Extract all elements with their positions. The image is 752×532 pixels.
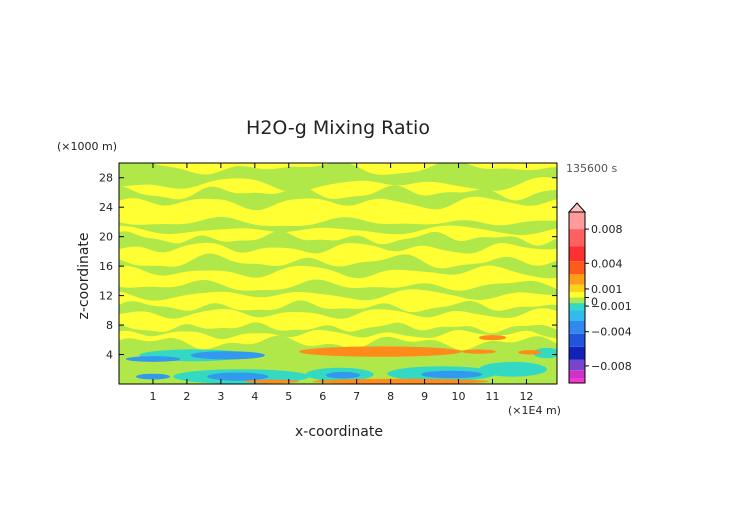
contour-cell xyxy=(244,379,299,384)
x-tick-label: 5 xyxy=(285,390,292,403)
field-bands xyxy=(119,163,557,384)
colorbar-label: 0.008 xyxy=(591,223,623,236)
green-contour-band xyxy=(119,300,557,319)
colorbar-swatch xyxy=(569,310,585,321)
colorbar-swatch xyxy=(569,333,585,347)
green-contour-band xyxy=(119,216,557,236)
colorbar-label: 0.001 xyxy=(591,283,623,296)
x-tick-label: 9 xyxy=(421,390,428,403)
colorbar-swatch xyxy=(569,246,585,262)
colorbar-label: 0.004 xyxy=(591,257,623,270)
x-tick-label: 6 xyxy=(319,390,326,403)
heatmap-field xyxy=(119,163,557,384)
green-contour-band xyxy=(119,185,557,211)
plot-frame xyxy=(118,162,558,385)
x-tick-label: 3 xyxy=(217,390,224,403)
contour-cell xyxy=(136,373,170,380)
colorbar-swatch xyxy=(569,291,585,298)
y-tick-label: 4 xyxy=(106,349,113,362)
x-tick-label: 12 xyxy=(519,390,533,403)
contour-cell xyxy=(517,350,542,355)
y-tick-label: 28 xyxy=(99,172,113,185)
colorbar-swatch xyxy=(569,359,585,371)
x-tick-label: 8 xyxy=(387,390,394,403)
green-contour-band xyxy=(119,322,557,340)
y-axis-label: z-coordinate xyxy=(76,232,92,319)
contour-cell xyxy=(125,356,181,362)
colorbar-swatch xyxy=(569,346,585,360)
y-tick-label: 20 xyxy=(99,231,113,244)
x-tick-label: 10 xyxy=(452,390,466,403)
x-tick-label: 2 xyxy=(183,390,190,403)
chart-title: H2O-g Mixing Ratio xyxy=(246,117,430,139)
x-tick-label: 4 xyxy=(251,390,258,403)
x-axis: 1 2 3 4 5 6 7 8 9 10 11 12 xyxy=(149,163,533,403)
x-unit-label: (×1E4 m) xyxy=(508,404,561,417)
colorbar-label: −0.001 xyxy=(591,300,632,313)
contour-cell xyxy=(190,351,265,360)
colorbar-swatch xyxy=(569,303,585,311)
colorbar-label: −0.004 xyxy=(591,326,632,339)
colorbar-swatch xyxy=(569,370,585,379)
contour-cell xyxy=(326,371,361,379)
colorbar-swatch xyxy=(569,261,585,274)
colorbar-swatch xyxy=(569,229,585,247)
colorbar-swatch xyxy=(569,284,585,292)
y-tick-label: 16 xyxy=(99,260,113,273)
y-tick-label: 24 xyxy=(99,201,113,214)
x-tick-label: 1 xyxy=(149,390,156,403)
green-contour-band xyxy=(119,230,557,254)
y-axis: 4 8 12 16 20 24 28 xyxy=(99,172,557,362)
green-contour-band xyxy=(119,253,557,279)
time-label: 135600 s xyxy=(566,162,617,175)
x-tick-label: 7 xyxy=(353,390,360,403)
colorbar-swatch xyxy=(569,297,585,304)
x-axis-label: x-coordinate xyxy=(295,424,383,440)
contour-cell xyxy=(478,361,547,377)
contour-cell xyxy=(461,349,496,354)
colorbar-swatch xyxy=(569,212,585,230)
colorbar-swatch xyxy=(569,378,585,383)
colorbar-overflow-arrow xyxy=(567,202,587,213)
contour-cell xyxy=(478,335,507,341)
contour-cell xyxy=(533,347,557,359)
y-unit-label: (×1000 m) xyxy=(57,140,117,153)
contour-cell xyxy=(298,346,462,357)
green-contour-band xyxy=(119,163,557,193)
colorbar-swatch xyxy=(569,321,585,334)
x-tick-label: 11 xyxy=(485,390,499,403)
contour-cell xyxy=(421,370,483,379)
contour-cell xyxy=(207,372,269,381)
colorbar-label: −0.008 xyxy=(591,360,632,373)
y-tick-label: 8 xyxy=(106,319,113,332)
y-tick-label: 12 xyxy=(99,290,113,303)
colorbar-swatch xyxy=(569,274,585,285)
green-contour-band xyxy=(119,279,557,301)
contour-cell xyxy=(312,378,490,384)
colorbar-label: 0 xyxy=(591,296,598,309)
